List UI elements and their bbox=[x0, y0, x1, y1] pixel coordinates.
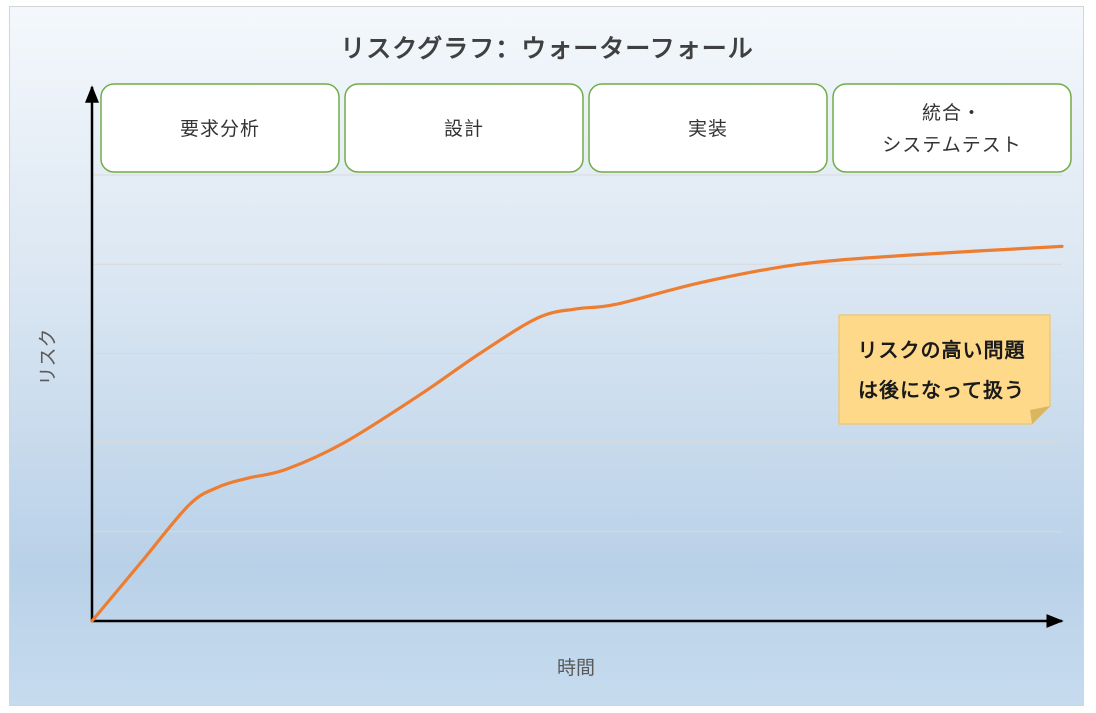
phase-box-frame bbox=[344, 83, 584, 173]
phase-box: 実装 bbox=[588, 83, 828, 173]
phase-box-frame bbox=[588, 83, 828, 173]
annotation-line: リスクの高い問題 bbox=[858, 338, 1026, 362]
annotation-line: は後になって扱う bbox=[858, 378, 1025, 402]
phase-box: 設計 bbox=[344, 83, 584, 173]
x-axis-label: 時間 bbox=[557, 657, 595, 679]
phase-label: 設計 bbox=[444, 118, 484, 140]
phase-label: 実装 bbox=[688, 118, 728, 140]
chart-area: 要求分析 設計 実装 統合・ システムテスト リスクグラフ：ウォーターフォール リスク … bbox=[9, 6, 1084, 706]
phase-box-frame bbox=[832, 83, 1072, 173]
phase-label: 統合・ bbox=[922, 102, 982, 124]
phase-box: 要求分析 bbox=[100, 83, 340, 173]
phase-box-frame bbox=[100, 83, 340, 173]
phase-box: 統合・システムテスト bbox=[832, 83, 1072, 173]
phase-label: 要求分析 bbox=[180, 118, 260, 140]
y-axis-label: リスク bbox=[37, 328, 59, 385]
chart-title: リスクグラフ：ウォーターフォール bbox=[340, 34, 754, 63]
phase-boxes: 要求分析 設計 実装 統合・システムテスト bbox=[100, 83, 1072, 173]
annotation-note-fold bbox=[1030, 406, 1050, 424]
phase-label: システムテスト bbox=[882, 134, 1021, 156]
risk-line bbox=[90, 244, 1064, 623]
annotation-note-body bbox=[838, 314, 1051, 425]
